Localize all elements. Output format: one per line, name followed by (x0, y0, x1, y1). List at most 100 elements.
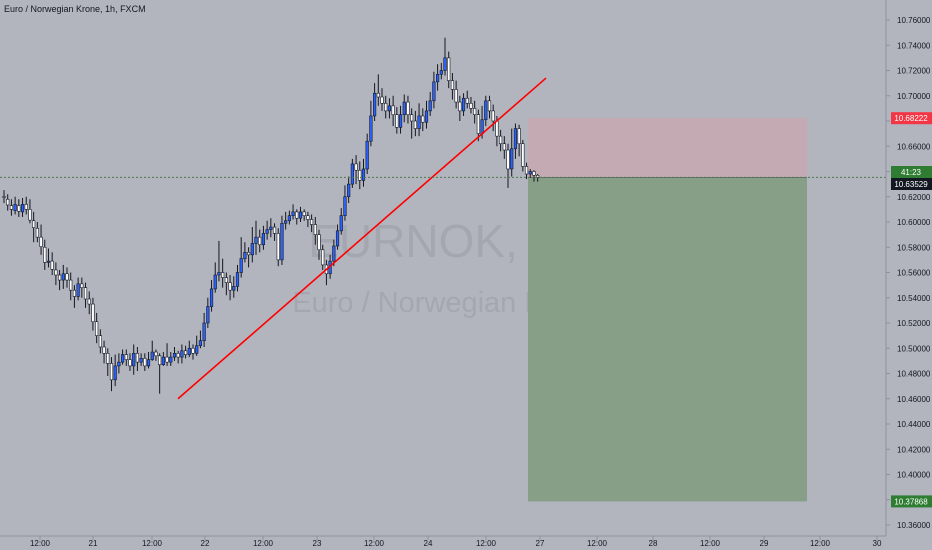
candle-body (480, 119, 484, 134)
price-tick-label: 10.54000 (897, 294, 931, 303)
candle-body (291, 211, 295, 216)
candle-body (380, 96, 384, 104)
candle-body (313, 224, 317, 235)
candle-body (106, 352, 110, 364)
candle-body (406, 101, 410, 115)
candle-body (321, 249, 325, 266)
candle-body (95, 321, 99, 336)
price-tick-label: 10.52000 (897, 319, 931, 328)
candle-body (176, 352, 180, 358)
time-tick-label: 12:00 (142, 539, 163, 548)
target-price-badge-label: 10.37868 (894, 497, 928, 506)
candle-body (372, 92, 377, 117)
candlestick-series (2, 37, 540, 394)
candle-body (209, 288, 214, 307)
candle-body (72, 289, 77, 297)
candle-body (146, 359, 151, 367)
price-tick-label: 10.42000 (897, 445, 931, 454)
candle-body (295, 211, 299, 219)
time-tick-label: 27 (536, 539, 545, 548)
chart-header-title: Euro / Norwegian Krone, 1h, FXCM (4, 4, 146, 14)
candle-body (473, 108, 477, 115)
candle-body (35, 228, 39, 238)
stop-price-badge-label: 10.68222 (894, 114, 928, 123)
price-tick-label: 10.62000 (897, 193, 931, 202)
price-tick-label: 10.50000 (897, 344, 931, 353)
candle-body (424, 110, 429, 123)
candle-body (128, 359, 132, 367)
candle-body (298, 211, 303, 219)
candle-body (57, 274, 62, 281)
take-profit-zone (528, 177, 807, 502)
candle-body (9, 205, 14, 210)
candle-body (421, 115, 425, 123)
trend-line[interactable] (177, 77, 547, 400)
candle-body (217, 272, 221, 276)
candle-body (6, 198, 10, 206)
countdown-price-badge (891, 166, 932, 178)
candle-body (261, 233, 266, 246)
candle-body (232, 286, 236, 291)
candle-body (24, 204, 28, 210)
candle-body (528, 171, 532, 175)
candle-body (439, 70, 443, 75)
candle-body (20, 204, 25, 213)
candle-body (269, 226, 273, 230)
candle-body (132, 352, 136, 367)
time-tick-label: 22 (201, 539, 210, 548)
candle-body (158, 355, 162, 365)
candle-body (43, 246, 47, 263)
candle-body (521, 143, 525, 167)
candle-body (76, 283, 80, 297)
candle-body (309, 219, 314, 225)
candle-body (499, 135, 503, 145)
candle-body (83, 287, 88, 300)
candle-body (246, 252, 251, 256)
candle-body (172, 352, 177, 358)
candle-body (417, 115, 421, 129)
price-axis[interactable] (886, 0, 932, 550)
countdown-price-badge-label: 41:23 (901, 168, 922, 177)
candle-body (221, 272, 225, 278)
candle-body (65, 273, 69, 281)
candle-body (510, 148, 514, 170)
candle-body (2, 196, 6, 198)
candle-body (369, 115, 373, 142)
time-tick-label: 21 (89, 539, 98, 548)
candle-body (243, 252, 247, 259)
candle-body (28, 209, 32, 221)
price-tick-label: 10.48000 (897, 370, 931, 379)
candle-body (450, 80, 455, 90)
candle-body (491, 110, 495, 122)
candle-body (258, 236, 262, 246)
price-tick-label: 10.70000 (897, 92, 931, 101)
candle-body (332, 245, 336, 262)
position-tool[interactable] (528, 118, 807, 502)
candle-body (487, 100, 492, 112)
price-badges: 10.68222 41:23 10.63529 10.37868 (891, 112, 932, 508)
time-tick-label: 12:00 (30, 539, 51, 548)
candle-body (50, 260, 54, 270)
candle-body (335, 230, 340, 247)
candle-body (87, 298, 91, 305)
stop-loss-zone (528, 118, 807, 178)
candle-body (180, 350, 184, 358)
candle-body (284, 220, 288, 224)
time-tick-label: 12:00 (587, 539, 608, 548)
candle-body (365, 140, 369, 170)
candle-body (143, 358, 147, 367)
candle-body (39, 236, 43, 247)
price-tick-label: 10.72000 (897, 67, 931, 76)
candle-body (317, 234, 321, 251)
candle-body (109, 363, 114, 381)
time-tick-label: 12:00 (810, 539, 831, 548)
candle-body (402, 101, 406, 115)
candle-body (391, 105, 395, 115)
candle-body (98, 335, 102, 348)
price-tick-label: 10.56000 (897, 269, 931, 278)
candle-body (139, 358, 143, 363)
time-tick-label: 30 (873, 539, 882, 548)
candle-body (265, 229, 269, 234)
candle-body (161, 356, 165, 365)
